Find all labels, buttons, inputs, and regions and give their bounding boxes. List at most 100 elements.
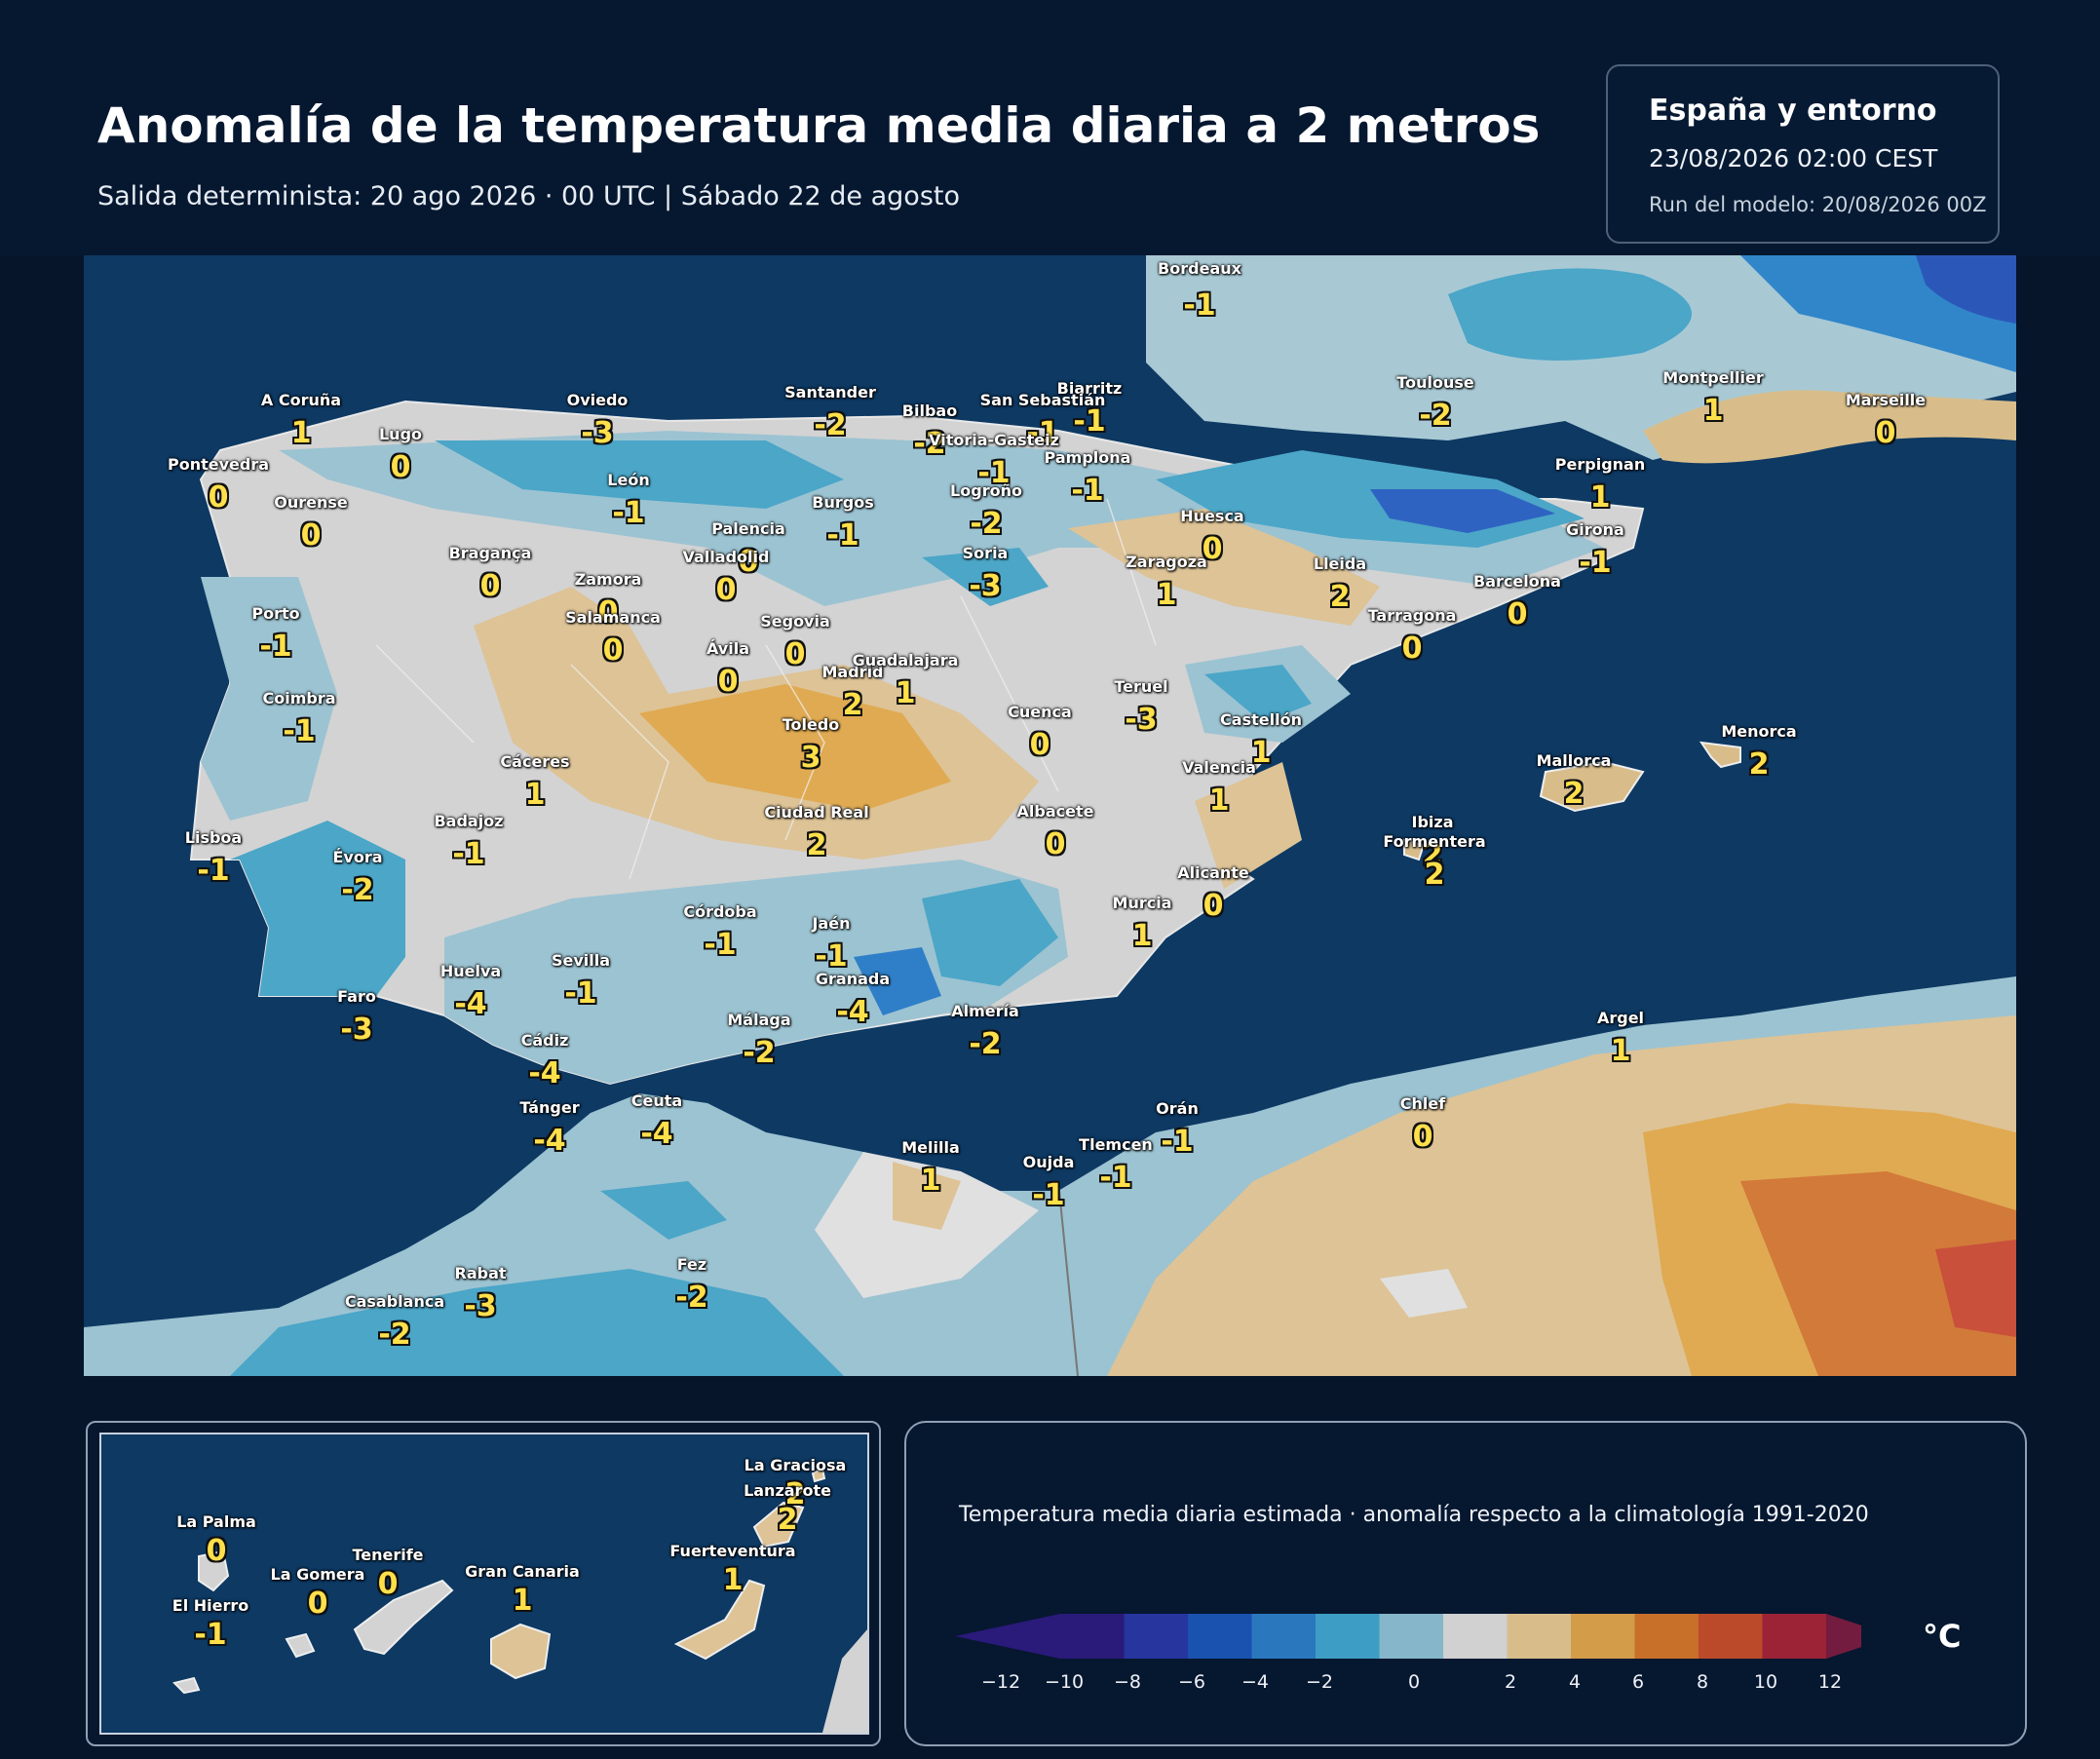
- city-label: Bragança: [448, 544, 532, 562]
- anomaly-value: 0: [784, 637, 806, 671]
- anomaly-value: 2: [1748, 747, 1770, 782]
- city-label: Toulouse: [1396, 373, 1474, 392]
- city-label: Almería: [951, 1002, 1019, 1020]
- colorbar-tick-label: 12: [1817, 1671, 1843, 1693]
- city-label: Perpignan: [1554, 455, 1646, 474]
- anomaly-value: 1: [1702, 394, 1724, 428]
- colorbar-tick-label: −4: [1241, 1671, 1270, 1693]
- city-label: Córdoba: [683, 902, 757, 921]
- anomaly-value: -1: [1161, 1125, 1194, 1159]
- model-run: Run del modelo: 20/08/2026 00Z: [1649, 193, 1987, 216]
- anomaly-value: 0: [1507, 597, 1528, 631]
- colorbar-cell: [1188, 1614, 1252, 1659]
- anomaly-value: -1: [564, 976, 597, 1011]
- anomaly-value: -1: [1579, 546, 1612, 580]
- island-label: Fuerteventura: [669, 1542, 796, 1560]
- island-label: El Hierro: [172, 1596, 249, 1615]
- main-map[interactable]: Bordeaux -1 Biarritz -1 San Sebastián -1 Toulo…: [84, 255, 2016, 1376]
- colorbar-tick-label: −8: [1113, 1671, 1142, 1693]
- city-label: Bilbao: [901, 402, 958, 420]
- colorbar-cell: [1507, 1614, 1572, 1659]
- city-label: Cáceres: [500, 752, 570, 771]
- anomaly-value: 0: [307, 1587, 328, 1621]
- colorbar-cell: [1124, 1614, 1189, 1659]
- island-label: La Graciosa: [744, 1456, 847, 1474]
- city-label: Ávila: [706, 639, 750, 658]
- island-label: Tenerife: [352, 1546, 424, 1564]
- city-label: Segovia: [760, 612, 830, 631]
- page-title: Anomalía de la temperatura media diaria …: [97, 97, 1541, 154]
- colorbar-tick-label: 0: [1407, 1671, 1421, 1693]
- anomaly-value: -3: [969, 569, 1002, 603]
- anomaly-value: -4: [836, 995, 869, 1029]
- anomaly-value: -4: [454, 987, 487, 1021]
- island-label: Gran Canaria: [465, 1562, 580, 1581]
- city-label: Albacete: [1016, 802, 1094, 821]
- city-label: Évora: [332, 848, 383, 866]
- info-box: España y entorno 23/08/2026 02:00 CEST R…: [1606, 64, 2000, 244]
- anomaly-value: -2: [341, 873, 374, 907]
- colorbar-tick-label: 2: [1504, 1671, 1517, 1693]
- anomaly-value: 2: [1329, 580, 1351, 614]
- colorbar-tick-label: 4: [1568, 1671, 1582, 1693]
- colorbar-min-arrow: [955, 1614, 1060, 1659]
- city-label: Lleida: [1313, 554, 1367, 573]
- anomaly-value: -1: [1183, 288, 1216, 323]
- colorbar-tick-label: −2: [1305, 1671, 1334, 1693]
- anomaly-value: 0: [206, 1534, 227, 1568]
- canarias-map[interactable]: La Graciosa 2 Lanzarote 2 La Palma 0 Fuerteven…: [99, 1433, 869, 1735]
- anomaly-value: 2: [1424, 858, 1445, 892]
- anomaly-value: -2: [1419, 399, 1452, 433]
- city-label: Biarritz: [1056, 379, 1123, 398]
- city-label: Lugo: [378, 425, 423, 443]
- anomaly-value: -2: [743, 1036, 776, 1070]
- anomaly-value: 1: [512, 1584, 533, 1618]
- city-label: Tarragona: [1367, 606, 1457, 625]
- anomaly-value: 0: [1203, 889, 1224, 923]
- anomaly-value: 0: [300, 518, 322, 553]
- anomaly-value: 0: [717, 665, 739, 699]
- anomaly-value: 0: [1412, 1120, 1433, 1154]
- anomaly-value: 2: [777, 1503, 798, 1537]
- city-label: Toledo: [782, 715, 840, 734]
- anomaly-value: 1: [290, 416, 312, 450]
- city-label: Marseille: [1845, 391, 1927, 409]
- anomaly-value: 0: [1029, 728, 1050, 762]
- page-subtitle: Salida determinista: 20 ago 2026 · 00 UT…: [97, 181, 960, 211]
- city-label: Salamanca: [565, 608, 661, 627]
- city-label: León: [607, 471, 650, 489]
- anomaly-value: -1: [259, 630, 292, 664]
- anomaly-value: -1: [815, 939, 848, 974]
- colorbar-tick-label: 6: [1631, 1671, 1645, 1693]
- anomaly-value: 2: [842, 688, 863, 722]
- city-label: Huelva: [439, 962, 502, 980]
- anomaly-value: 2: [1563, 777, 1585, 811]
- anomaly-value: -1: [1099, 1161, 1132, 1195]
- colorbar-tick-label: −12: [980, 1671, 1021, 1693]
- valid-time: 23/08/2026 02:00 CEST: [1649, 144, 1938, 172]
- colorbar-tick-label: −10: [1044, 1671, 1085, 1693]
- city-label: Mallorca: [1536, 751, 1612, 770]
- colorbar-cell: [1251, 1614, 1317, 1659]
- anomaly-value: -1: [612, 496, 645, 530]
- city-label: Porto: [251, 604, 300, 623]
- anomaly-value: -4: [528, 1056, 561, 1090]
- city-label: Ceuta: [630, 1091, 683, 1110]
- city-label: Logroño: [950, 481, 1022, 500]
- anomaly-value: -1: [452, 837, 485, 871]
- island-label: La Palma: [176, 1512, 256, 1531]
- anomaly-value: 0: [597, 595, 619, 630]
- anomaly-value: 0: [738, 545, 759, 579]
- city-label: Cádiz: [520, 1031, 569, 1050]
- anomaly-value: -1: [194, 1618, 227, 1652]
- colorbar-max-arrow: [1826, 1614, 1861, 1659]
- colorbar-cell: [1060, 1614, 1125, 1659]
- city-label: San Sebastián: [979, 391, 1106, 409]
- anomaly-value: -1: [197, 854, 230, 888]
- color-bar: [955, 1614, 1861, 1659]
- city-label: Girona: [1566, 520, 1624, 539]
- city-label: Vitoria-Gasteiz: [929, 431, 1059, 449]
- anomaly-value: -4: [640, 1117, 673, 1151]
- city-label: Málaga: [727, 1011, 791, 1029]
- colorbar-tick-label: 8: [1696, 1671, 1709, 1693]
